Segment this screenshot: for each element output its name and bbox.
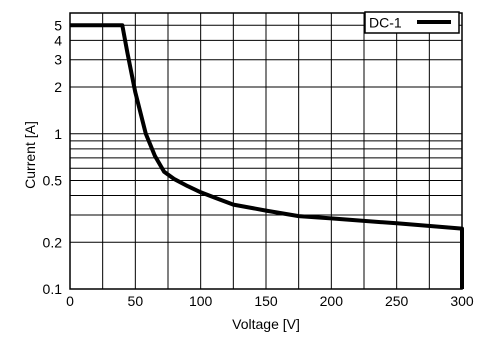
y-tick-label: 2 xyxy=(54,79,62,95)
grid xyxy=(70,13,462,289)
y-tick-label: 3 xyxy=(54,52,62,68)
y-tick-label: 0.1 xyxy=(43,281,63,297)
x-tick-label: 300 xyxy=(450,293,474,309)
legend-box xyxy=(364,11,460,34)
x-tick-label: 150 xyxy=(254,293,278,309)
x-tick-label: 0 xyxy=(66,293,74,309)
x-tick-label: 50 xyxy=(128,293,144,309)
series-layer xyxy=(70,23,464,289)
y-tick-label: 1 xyxy=(54,126,62,142)
y-tick-label: 5 xyxy=(54,17,62,33)
x-tick-label: 250 xyxy=(385,293,409,309)
y-tick-label: 0.2 xyxy=(43,234,63,250)
tick-labels: 0 50 100 150 200 250 300 0.1 0.2 0.5 1 2 3 45 xyxy=(43,17,474,309)
legend: DC-1 xyxy=(364,11,460,34)
x-tick-label: 100 xyxy=(189,293,213,309)
legend-label: DC-1 xyxy=(369,15,402,31)
x-tick-label: 200 xyxy=(320,293,344,309)
plot-frame xyxy=(69,12,463,290)
y-axis-label: Current [A] xyxy=(22,121,38,189)
y-tick-label: 0.5 xyxy=(43,173,63,189)
series-line-dc-1 xyxy=(70,23,464,289)
plot-border xyxy=(69,12,463,290)
x-axis-label: Voltage [V] xyxy=(232,316,300,332)
y-tick-label: 4 xyxy=(54,32,62,48)
